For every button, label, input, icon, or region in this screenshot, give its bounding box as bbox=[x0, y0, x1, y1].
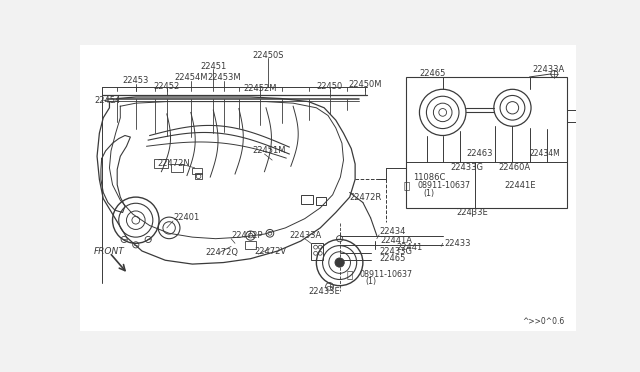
Bar bbox=[301, 195, 312, 204]
Text: 22433E: 22433E bbox=[456, 208, 488, 217]
Text: 22433G: 22433G bbox=[379, 247, 412, 256]
Text: 22433G: 22433G bbox=[451, 163, 483, 172]
Text: FRONT: FRONT bbox=[94, 247, 125, 256]
Text: 22472R: 22472R bbox=[349, 193, 382, 202]
Text: 22433A: 22433A bbox=[289, 231, 321, 240]
Text: 22452: 22452 bbox=[154, 82, 180, 91]
Text: 22433E: 22433E bbox=[308, 286, 340, 295]
Text: 22441: 22441 bbox=[396, 243, 422, 251]
Text: 22472V: 22472V bbox=[254, 247, 287, 256]
Text: Ⓝ: Ⓝ bbox=[347, 269, 353, 279]
Text: (1): (1) bbox=[423, 189, 435, 198]
Text: 22401: 22401 bbox=[173, 214, 199, 222]
Bar bbox=[195, 173, 202, 179]
Bar bbox=[154, 158, 168, 168]
Text: (1): (1) bbox=[365, 277, 376, 286]
Text: 22453: 22453 bbox=[123, 76, 149, 85]
Text: 22433: 22433 bbox=[444, 239, 471, 248]
Text: 22453M: 22453M bbox=[207, 73, 241, 82]
Text: 22454M: 22454M bbox=[174, 73, 207, 82]
Text: Ⓝ: Ⓝ bbox=[404, 180, 410, 190]
Bar bbox=[406, 77, 566, 208]
Bar bbox=[316, 197, 326, 205]
Text: 22451M: 22451M bbox=[252, 147, 285, 155]
Bar bbox=[172, 164, 183, 172]
Text: 22465: 22465 bbox=[379, 254, 406, 263]
Text: 22463: 22463 bbox=[466, 150, 492, 158]
Text: 22451: 22451 bbox=[200, 62, 227, 71]
Text: 22472P: 22472P bbox=[231, 231, 262, 240]
Text: ^>>0^0.6: ^>>0^0.6 bbox=[522, 317, 564, 326]
Text: 11086C: 11086C bbox=[413, 173, 445, 182]
Text: 22452M: 22452M bbox=[243, 84, 276, 93]
Circle shape bbox=[335, 258, 344, 267]
Text: 22441E: 22441E bbox=[505, 181, 536, 190]
Text: 22434M: 22434M bbox=[530, 150, 561, 158]
Text: 22454: 22454 bbox=[94, 96, 120, 105]
Text: 22434: 22434 bbox=[379, 227, 406, 236]
Text: 22465: 22465 bbox=[419, 68, 446, 78]
Text: 22450: 22450 bbox=[316, 83, 342, 92]
Text: 22441A: 22441A bbox=[381, 237, 413, 246]
Text: 08911-10637: 08911-10637 bbox=[359, 270, 412, 279]
Bar bbox=[193, 168, 202, 174]
Text: 22472Q: 22472Q bbox=[205, 248, 239, 257]
Bar bbox=[245, 241, 256, 249]
Text: 22460A: 22460A bbox=[499, 163, 531, 172]
Text: 22450M: 22450M bbox=[348, 80, 382, 89]
Bar bbox=[311, 243, 323, 260]
Text: 22433A: 22433A bbox=[532, 65, 565, 74]
Text: 08911-10637: 08911-10637 bbox=[417, 181, 470, 190]
Text: 22472N: 22472N bbox=[157, 160, 190, 169]
Text: 22450S: 22450S bbox=[253, 51, 284, 60]
